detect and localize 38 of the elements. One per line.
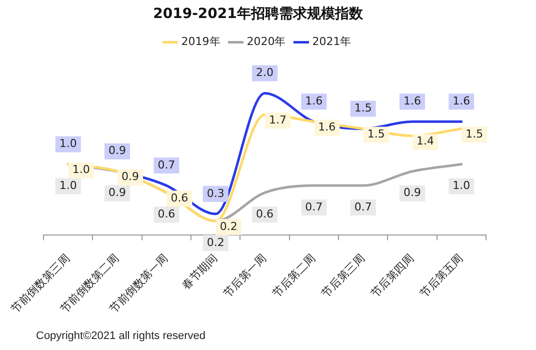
data-label: 1.0 (452, 179, 470, 192)
data-label: 1.6 (318, 120, 336, 134)
x-tick-label: 节后第三周 (319, 252, 368, 300)
data-label: 1.6 (404, 94, 422, 108)
x-tick-label: 春节期间 (179, 252, 220, 292)
data-label: 0.9 (404, 186, 422, 200)
data-label: 0.7 (354, 200, 372, 214)
data-label: 0.9 (122, 170, 140, 184)
data-label: 0.6 (256, 208, 274, 220)
data-label: 0.6 (158, 208, 176, 220)
data-label: 0.9 (108, 186, 126, 200)
data-label: 1.6 (452, 94, 470, 108)
data-label: 1.6 (305, 94, 323, 108)
data-label: 1.5 (354, 102, 372, 115)
data-label: 1.7 (269, 113, 287, 126)
x-tick-label: 节后第一周 (220, 252, 269, 300)
x-tick-label: 节后第二周 (270, 252, 318, 300)
data-label: 1.0 (59, 137, 77, 150)
data-label: 1.0 (72, 163, 90, 176)
data-label: 0.7 (305, 200, 323, 214)
data-label: 1.5 (367, 128, 385, 141)
x-tick-label: 节后第四周 (368, 252, 416, 300)
data-label: 0.9 (108, 144, 126, 158)
legend-label: 2021年 (312, 35, 352, 48)
chart-title: 2019-2021年招聘需求规模指数 (153, 6, 364, 22)
data-label: 1.4 (416, 134, 434, 148)
data-label: 0.6 (170, 192, 188, 204)
legend-label: 2019年 (181, 35, 220, 48)
data-label: 1.0 (59, 179, 77, 192)
data-label: 0.2 (220, 220, 238, 233)
data-label: 0.7 (158, 158, 176, 172)
text: Copyright©2021 all rights reserved (36, 330, 206, 342)
data-label: 0.3 (206, 186, 224, 200)
legend-label: 2020年 (246, 35, 286, 48)
data-label: 0.2 (206, 236, 224, 249)
data-label: 1.5 (466, 128, 484, 141)
data-label: 2.0 (256, 66, 274, 80)
x-tick-label: 节后第五周 (417, 252, 466, 300)
